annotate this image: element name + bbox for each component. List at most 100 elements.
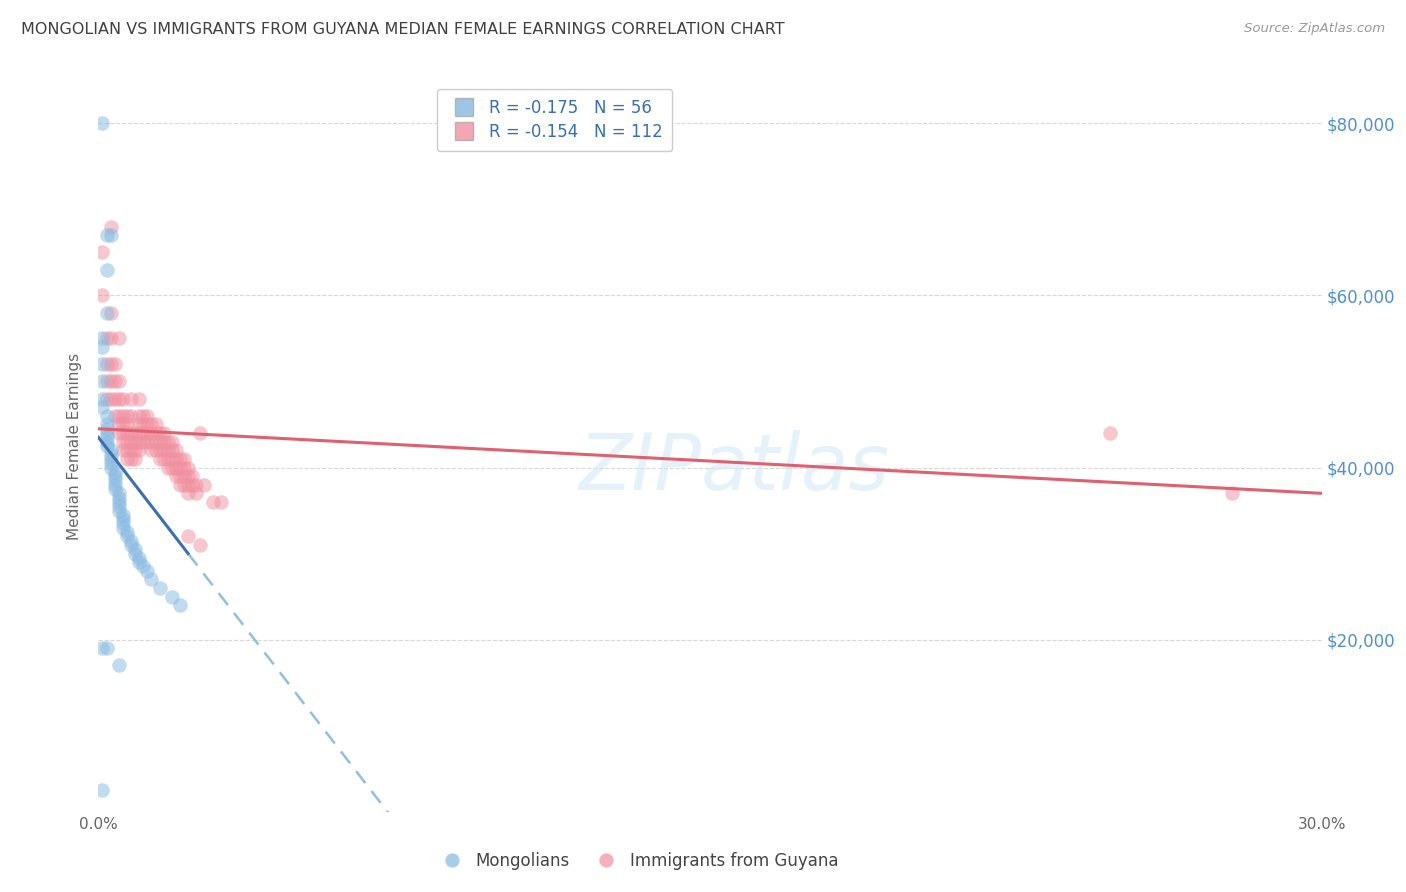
Point [96, 422, 118, 436]
Text: ZIPatlas: ZIPatlas [579, 430, 890, 506]
Point [108, 392, 131, 406]
Point [145, 417, 167, 432]
Point [91, 375, 114, 389]
Point [177, 486, 200, 500]
Point [108, 409, 131, 423]
Point [104, 477, 127, 491]
Point [115, 529, 138, 543]
Point [111, 516, 134, 531]
Point [128, 443, 150, 458]
Point [120, 533, 142, 548]
Point [188, 538, 212, 552]
Point [132, 434, 155, 449]
Point [91, 783, 114, 797]
Point [108, 331, 131, 345]
Point [120, 392, 142, 406]
Text: MONGOLIAN VS IMMIGRANTS FROM GUYANA MEDIAN FEMALE EARNINGS CORRELATION CHART: MONGOLIAN VS IMMIGRANTS FROM GUYANA MEDI… [21, 22, 785, 37]
Point [124, 434, 146, 449]
Point [96, 409, 118, 423]
Point [104, 357, 127, 371]
Point [177, 477, 200, 491]
Point [96, 305, 118, 319]
Point [100, 331, 122, 345]
Point [141, 417, 163, 432]
Point [124, 547, 146, 561]
Point [149, 443, 172, 458]
Point [91, 401, 114, 415]
Point [165, 469, 187, 483]
Point [96, 357, 118, 371]
Point [96, 228, 118, 243]
Point [115, 417, 138, 432]
Point [115, 426, 138, 441]
Point [120, 409, 142, 423]
Point [160, 451, 183, 466]
Point [186, 477, 208, 491]
Point [108, 500, 131, 514]
Point [177, 529, 200, 543]
Point [100, 305, 122, 319]
Point [209, 495, 232, 509]
Point [111, 443, 134, 458]
Point [96, 262, 118, 277]
Point [124, 426, 146, 441]
Point [160, 434, 183, 449]
Point [91, 340, 114, 354]
Point [128, 555, 150, 569]
Point [132, 426, 155, 441]
Point [128, 392, 150, 406]
Point [156, 434, 179, 449]
Point [152, 443, 174, 458]
Point [136, 426, 159, 441]
Point [169, 598, 191, 612]
Point [104, 482, 127, 496]
Point [111, 409, 134, 423]
Point [201, 495, 224, 509]
Point [181, 469, 204, 483]
Point [177, 460, 200, 475]
Point [96, 392, 118, 406]
Point [173, 460, 195, 475]
Point [120, 426, 142, 441]
Point [156, 451, 179, 466]
Text: Source: ZipAtlas.com: Source: ZipAtlas.com [1244, 22, 1385, 36]
Point [120, 538, 142, 552]
Point [149, 451, 172, 466]
Point [132, 409, 155, 423]
Point [111, 512, 134, 526]
Point [165, 443, 187, 458]
Point [111, 434, 134, 449]
Point [96, 426, 118, 441]
Point [115, 524, 138, 539]
Point [96, 439, 118, 453]
Point [186, 486, 208, 500]
Point [115, 434, 138, 449]
Point [100, 392, 122, 406]
Point [104, 465, 127, 479]
Point [1220, 486, 1243, 500]
Point [111, 392, 134, 406]
Point [141, 443, 163, 458]
Point [124, 443, 146, 458]
Point [160, 590, 183, 604]
Point [91, 116, 114, 130]
Point [169, 477, 191, 491]
Point [91, 331, 114, 345]
Point [169, 469, 191, 483]
Point [136, 417, 159, 432]
Point [108, 495, 131, 509]
Point [111, 426, 134, 441]
Point [177, 469, 200, 483]
Point [1098, 426, 1121, 441]
Point [132, 559, 155, 574]
Point [152, 451, 174, 466]
Point [145, 443, 167, 458]
Point [108, 491, 131, 505]
Point [108, 486, 131, 500]
Point [91, 357, 114, 371]
Point [96, 375, 118, 389]
Point [104, 409, 127, 423]
Point [124, 451, 146, 466]
Point [96, 434, 118, 449]
Point [165, 460, 187, 475]
